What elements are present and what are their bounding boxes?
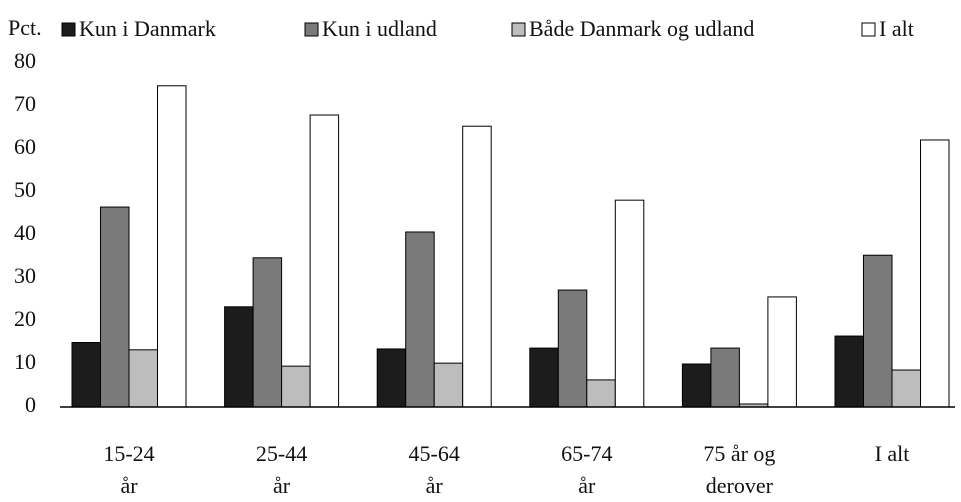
x-tick-label: år [578,473,596,498]
x-tick-label: år [120,473,138,498]
y-axis-label: Pct. [8,15,42,40]
x-tick-label: derover [706,473,774,498]
bar [767,296,797,408]
legend-label: Både Danmark og udland [529,16,754,41]
bar [157,85,187,408]
x-tick-label: år [273,473,291,498]
x-tick-label: I alt [875,441,910,466]
y-tick-label: 0 [25,392,36,417]
bar [376,348,407,408]
y-tick-label: 70 [14,91,36,116]
legend-label: Kun i udland [322,16,437,41]
legend-swatch [861,22,876,37]
x-tick-label: 75 år og [703,441,775,466]
x-tick-label: 25-44 [256,441,307,466]
y-tick-label: 60 [14,134,36,159]
y-tick-label: 20 [14,306,36,331]
legend-swatch [61,22,76,37]
legend-swatch [511,22,526,37]
y-tick-label: 30 [14,263,36,288]
y-tick-label: 40 [14,220,36,245]
bar [920,139,950,408]
legend-label: Kun i Danmark [79,16,216,41]
bar [462,125,492,408]
y-tick-label: 50 [14,177,36,202]
bar [224,306,254,408]
bar [614,199,645,408]
legend-label: I alt [879,16,914,41]
bar [891,369,921,408]
x-tick-label: år [426,473,444,498]
bar [863,254,893,408]
bar [100,206,130,408]
x-tick-label: 15-24 [103,441,154,466]
bar [529,347,559,408]
y-tick-label: 10 [14,349,36,374]
bar [281,365,311,408]
bar [557,289,588,408]
x-tick-label: 65-74 [561,441,612,466]
bar [405,231,435,408]
bar [681,363,712,408]
bar [834,335,864,408]
x-tick-label: 45-64 [409,441,460,466]
bar [71,342,101,408]
bar [586,379,616,408]
legend-swatch [304,22,319,37]
bar [309,114,340,408]
bar [128,349,158,408]
y-tick-label: 80 [14,48,36,73]
bar [433,362,464,408]
bar [710,347,740,408]
bar [252,257,283,408]
